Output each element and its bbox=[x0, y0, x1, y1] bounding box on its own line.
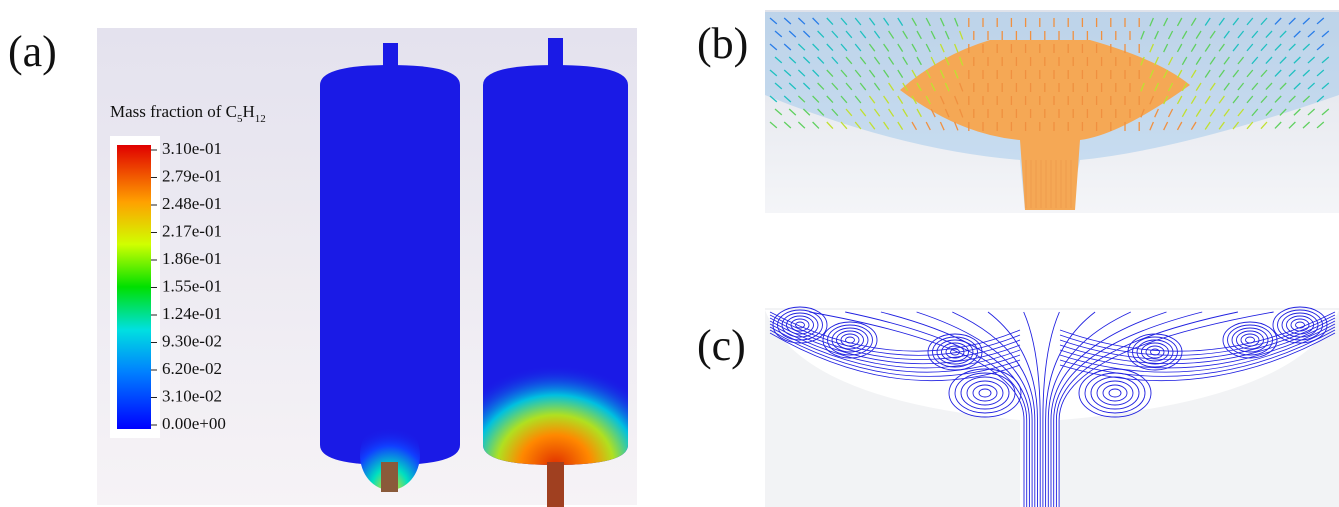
vector-field bbox=[765, 10, 1339, 213]
figure: (a) (b) (c) Mass fraction of C5H12 3.10e… bbox=[0, 0, 1339, 507]
colorbar bbox=[117, 145, 151, 429]
tank-right bbox=[483, 38, 628, 507]
colorbar-label: 1.24e-01 bbox=[162, 304, 222, 323]
colorbar-label: 1.55e-01 bbox=[162, 276, 222, 295]
tank-left bbox=[320, 43, 460, 492]
colorbar-label: 2.17e-01 bbox=[162, 221, 222, 240]
colorbar-label: 9.30e-02 bbox=[162, 331, 222, 350]
colorbar-label: 3.10e-02 bbox=[162, 386, 222, 405]
colorbar-label: 2.79e-01 bbox=[162, 166, 222, 185]
colorbar-labels: 3.10e-01 2.79e-01 2.48e-01 2.17e-01 1.86e-01… bbox=[151, 139, 226, 433]
colorbar-label: 3.10e-01 bbox=[162, 139, 222, 158]
colorbar-label: 0.00e+00 bbox=[162, 414, 226, 433]
colorbar-label: 1.86e-01 bbox=[162, 249, 222, 268]
panel-label: (b) bbox=[697, 19, 748, 68]
colorbar-label: 6.20e-02 bbox=[162, 359, 222, 378]
colorbar-label: 2.48e-01 bbox=[162, 194, 222, 213]
panel-label: (c) bbox=[697, 321, 746, 370]
panel-label: (a) bbox=[8, 27, 57, 76]
streamlines bbox=[765, 307, 1339, 507]
